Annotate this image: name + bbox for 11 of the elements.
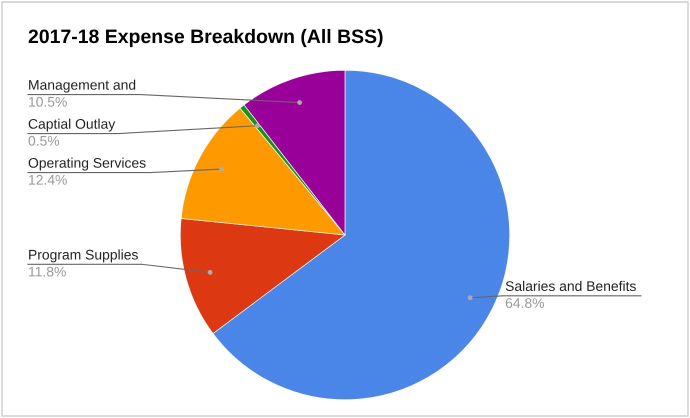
slice-label: Operating Services [28,158,146,171]
data-label: 11.8% [29,266,66,277]
chart-title: 2017-18 Expense Breakdown (All BSS) [28,28,383,48]
slice-label: Salaries and Benefits [506,280,636,292]
data-label: 12.4% [29,174,67,185]
slice-label: Program Supplies [29,249,138,262]
data-label: 0.5% [28,136,60,146]
slice-label: Captial Outlay [28,118,116,132]
slice-label: Management and [29,80,136,93]
data-label: 10.5% [29,96,67,107]
data-label: 64.8% [506,298,544,308]
